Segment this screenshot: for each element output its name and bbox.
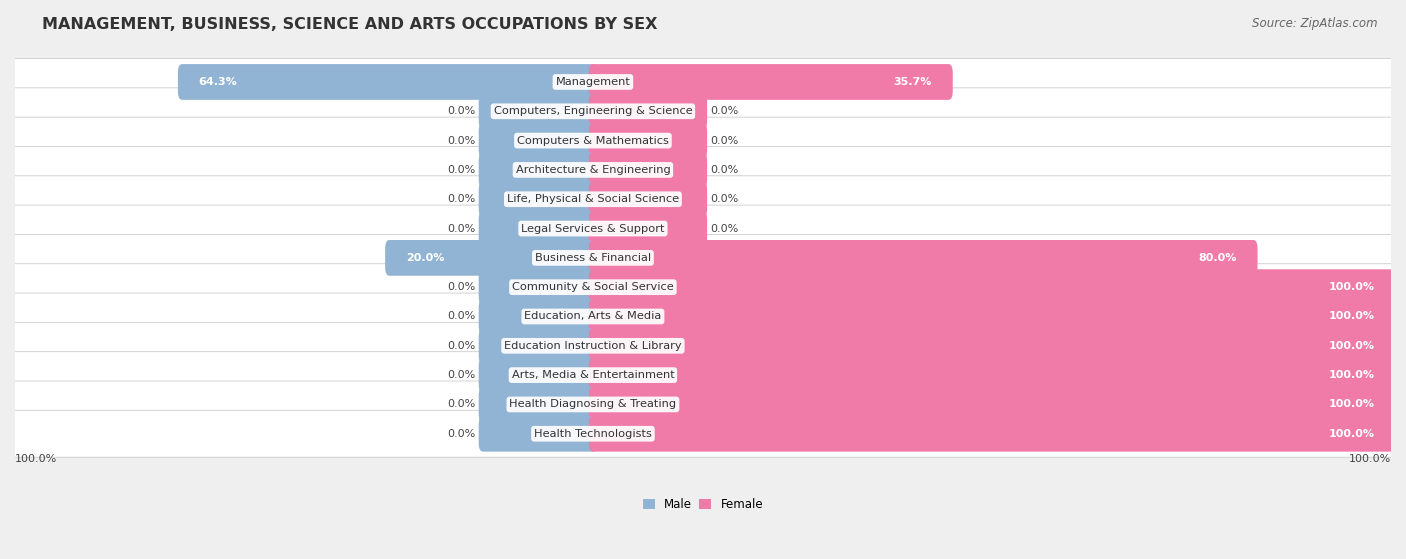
Text: 100.0%: 100.0%	[1329, 311, 1375, 321]
FancyBboxPatch shape	[11, 293, 1395, 340]
Text: 0.0%: 0.0%	[447, 136, 477, 145]
Text: 0.0%: 0.0%	[447, 400, 477, 409]
Text: 0.0%: 0.0%	[447, 311, 477, 321]
FancyBboxPatch shape	[589, 269, 1395, 305]
FancyBboxPatch shape	[478, 328, 598, 364]
Text: 100.0%: 100.0%	[1329, 370, 1375, 380]
FancyBboxPatch shape	[11, 146, 1395, 193]
FancyBboxPatch shape	[478, 152, 598, 188]
FancyBboxPatch shape	[478, 181, 598, 217]
FancyBboxPatch shape	[11, 176, 1395, 222]
Text: 80.0%: 80.0%	[1198, 253, 1237, 263]
Text: 100.0%: 100.0%	[1329, 429, 1375, 439]
Text: Community & Social Service: Community & Social Service	[512, 282, 673, 292]
Text: Health Technologists: Health Technologists	[534, 429, 652, 439]
Text: Education Instruction & Library: Education Instruction & Library	[505, 341, 682, 351]
FancyBboxPatch shape	[11, 264, 1395, 311]
FancyBboxPatch shape	[11, 234, 1395, 281]
Text: 0.0%: 0.0%	[447, 224, 477, 234]
Text: 0.0%: 0.0%	[447, 429, 477, 439]
Text: 100.0%: 100.0%	[1329, 282, 1375, 292]
Text: Legal Services & Support: Legal Services & Support	[522, 224, 665, 234]
Text: 0.0%: 0.0%	[710, 165, 738, 175]
Text: 0.0%: 0.0%	[710, 136, 738, 145]
FancyBboxPatch shape	[478, 211, 598, 247]
FancyBboxPatch shape	[11, 352, 1395, 399]
Text: 0.0%: 0.0%	[447, 282, 477, 292]
Text: 100.0%: 100.0%	[1329, 341, 1375, 351]
Text: Life, Physical & Social Science: Life, Physical & Social Science	[506, 194, 679, 204]
FancyBboxPatch shape	[589, 123, 707, 159]
Text: Business & Financial: Business & Financial	[534, 253, 651, 263]
Text: 0.0%: 0.0%	[710, 106, 738, 116]
FancyBboxPatch shape	[589, 93, 707, 129]
Text: 100.0%: 100.0%	[15, 454, 58, 463]
Text: Education, Arts & Media: Education, Arts & Media	[524, 311, 662, 321]
FancyBboxPatch shape	[589, 328, 1395, 364]
FancyBboxPatch shape	[11, 88, 1395, 135]
FancyBboxPatch shape	[385, 240, 598, 276]
Text: 100.0%: 100.0%	[1348, 454, 1391, 463]
Text: 0.0%: 0.0%	[447, 106, 477, 116]
Text: 35.7%: 35.7%	[894, 77, 932, 87]
Text: 20.0%: 20.0%	[406, 253, 444, 263]
Text: 0.0%: 0.0%	[447, 194, 477, 204]
Text: 0.0%: 0.0%	[447, 341, 477, 351]
FancyBboxPatch shape	[11, 117, 1395, 164]
FancyBboxPatch shape	[589, 357, 1395, 393]
Legend: Male, Female: Male, Female	[641, 496, 765, 514]
Text: Health Diagnosing & Treating: Health Diagnosing & Treating	[509, 400, 676, 409]
Text: 0.0%: 0.0%	[710, 194, 738, 204]
Text: 0.0%: 0.0%	[447, 370, 477, 380]
FancyBboxPatch shape	[478, 123, 598, 159]
Text: Computers, Engineering & Science: Computers, Engineering & Science	[494, 106, 692, 116]
Text: Architecture & Engineering: Architecture & Engineering	[516, 165, 671, 175]
FancyBboxPatch shape	[589, 416, 1395, 452]
FancyBboxPatch shape	[478, 357, 598, 393]
FancyBboxPatch shape	[478, 269, 598, 305]
Text: 0.0%: 0.0%	[710, 224, 738, 234]
FancyBboxPatch shape	[589, 240, 1257, 276]
FancyBboxPatch shape	[589, 64, 953, 100]
FancyBboxPatch shape	[589, 387, 1395, 422]
FancyBboxPatch shape	[478, 299, 598, 334]
FancyBboxPatch shape	[179, 64, 598, 100]
FancyBboxPatch shape	[11, 410, 1395, 457]
FancyBboxPatch shape	[589, 299, 1395, 334]
Text: Arts, Media & Entertainment: Arts, Media & Entertainment	[512, 370, 675, 380]
Text: MANAGEMENT, BUSINESS, SCIENCE AND ARTS OCCUPATIONS BY SEX: MANAGEMENT, BUSINESS, SCIENCE AND ARTS O…	[42, 17, 658, 32]
FancyBboxPatch shape	[478, 387, 598, 422]
FancyBboxPatch shape	[589, 211, 707, 247]
FancyBboxPatch shape	[11, 59, 1395, 106]
Text: 0.0%: 0.0%	[447, 165, 477, 175]
FancyBboxPatch shape	[589, 181, 707, 217]
Text: Management: Management	[555, 77, 630, 87]
Text: 100.0%: 100.0%	[1329, 400, 1375, 409]
FancyBboxPatch shape	[11, 205, 1395, 252]
FancyBboxPatch shape	[11, 381, 1395, 428]
FancyBboxPatch shape	[11, 323, 1395, 369]
FancyBboxPatch shape	[478, 93, 598, 129]
FancyBboxPatch shape	[478, 416, 598, 452]
Text: 64.3%: 64.3%	[198, 77, 238, 87]
Text: Computers & Mathematics: Computers & Mathematics	[517, 136, 669, 145]
Text: Source: ZipAtlas.com: Source: ZipAtlas.com	[1253, 17, 1378, 30]
FancyBboxPatch shape	[589, 152, 707, 188]
